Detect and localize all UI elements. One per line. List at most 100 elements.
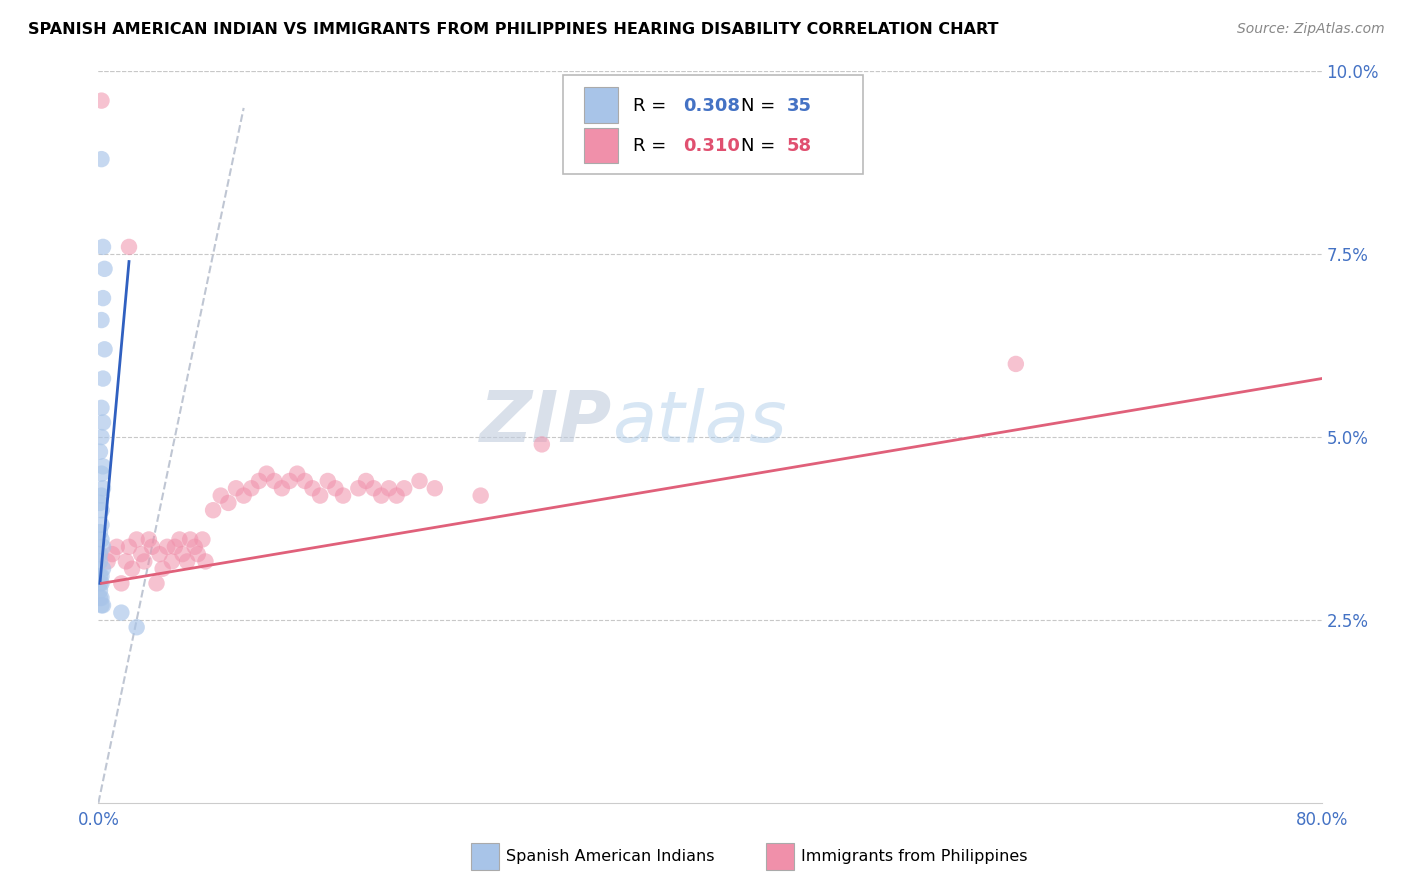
FancyBboxPatch shape: [583, 87, 619, 122]
Point: [385, 489, 408, 503]
Point: [209, 489, 232, 503]
Text: Immigrants from Philippines: Immigrants from Philippines: [801, 849, 1028, 863]
Point: [129, 547, 152, 561]
Point: [125, 620, 148, 634]
Point: [270, 481, 292, 495]
Text: ZIP: ZIP: [479, 388, 612, 457]
Text: N =: N =: [741, 137, 775, 155]
Point: [172, 547, 194, 561]
Point: [256, 467, 278, 481]
Text: 0.310: 0.310: [683, 137, 740, 155]
Point: [202, 503, 225, 517]
Point: [194, 554, 217, 568]
Point: [89, 444, 111, 458]
Point: [89, 525, 111, 540]
Point: [354, 474, 377, 488]
Point: [1004, 357, 1026, 371]
Point: [90, 533, 112, 547]
Text: N =: N =: [741, 96, 775, 115]
Point: [423, 481, 446, 495]
Point: [184, 540, 207, 554]
Point: [169, 533, 191, 547]
Point: [263, 474, 285, 488]
Point: [89, 591, 111, 605]
Text: 0.308: 0.308: [683, 96, 740, 115]
Point: [285, 467, 308, 481]
Point: [179, 533, 201, 547]
Point: [90, 430, 112, 444]
Point: [110, 576, 132, 591]
Point: [91, 291, 114, 305]
Point: [91, 240, 114, 254]
Point: [232, 489, 254, 503]
Text: atlas: atlas: [612, 388, 787, 457]
Point: [89, 576, 111, 591]
Point: [138, 533, 160, 547]
Point: [90, 591, 112, 605]
Text: R =: R =: [633, 96, 666, 115]
Point: [110, 606, 132, 620]
Point: [316, 474, 339, 488]
Point: [121, 562, 143, 576]
Point: [160, 554, 183, 568]
Text: 58: 58: [787, 137, 813, 155]
Point: [97, 554, 120, 568]
Point: [91, 459, 114, 474]
Point: [90, 517, 112, 532]
Point: [90, 313, 112, 327]
FancyBboxPatch shape: [583, 128, 619, 162]
Point: [152, 562, 174, 576]
Point: [93, 343, 115, 357]
Point: [191, 533, 214, 547]
Point: [125, 533, 148, 547]
Point: [90, 576, 112, 591]
Point: [134, 554, 156, 568]
Point: [156, 540, 179, 554]
Point: [90, 599, 112, 613]
Point: [145, 576, 167, 591]
Point: [90, 503, 112, 517]
Point: [90, 489, 112, 503]
Point: [105, 540, 128, 554]
Point: [247, 474, 270, 488]
Point: [118, 540, 141, 554]
Point: [91, 371, 114, 385]
Point: [91, 562, 114, 576]
Point: [378, 481, 401, 495]
Point: [301, 481, 323, 495]
Point: [90, 94, 112, 108]
Point: [90, 152, 112, 166]
Text: Source: ZipAtlas.com: Source: ZipAtlas.com: [1237, 22, 1385, 37]
Point: [325, 481, 347, 495]
Point: [347, 481, 370, 495]
Text: Spanish American Indians: Spanish American Indians: [506, 849, 714, 863]
Point: [101, 547, 124, 561]
Point: [530, 437, 553, 451]
Point: [240, 481, 263, 495]
Point: [91, 481, 114, 495]
Point: [89, 496, 111, 510]
Point: [90, 401, 112, 415]
Point: [309, 489, 332, 503]
Point: [149, 547, 172, 561]
Point: [187, 547, 209, 561]
Point: [90, 569, 112, 583]
Point: [294, 474, 316, 488]
Point: [89, 569, 111, 583]
Point: [370, 489, 392, 503]
Point: [408, 474, 430, 488]
Point: [392, 481, 416, 495]
Point: [89, 554, 111, 568]
Point: [141, 540, 163, 554]
Point: [93, 261, 115, 276]
Point: [278, 474, 301, 488]
Point: [89, 583, 111, 598]
Point: [90, 467, 112, 481]
Point: [163, 540, 186, 554]
Point: [332, 489, 354, 503]
Point: [176, 554, 198, 568]
Point: [225, 481, 247, 495]
Point: [91, 540, 114, 554]
Point: [91, 599, 114, 613]
Point: [118, 240, 141, 254]
